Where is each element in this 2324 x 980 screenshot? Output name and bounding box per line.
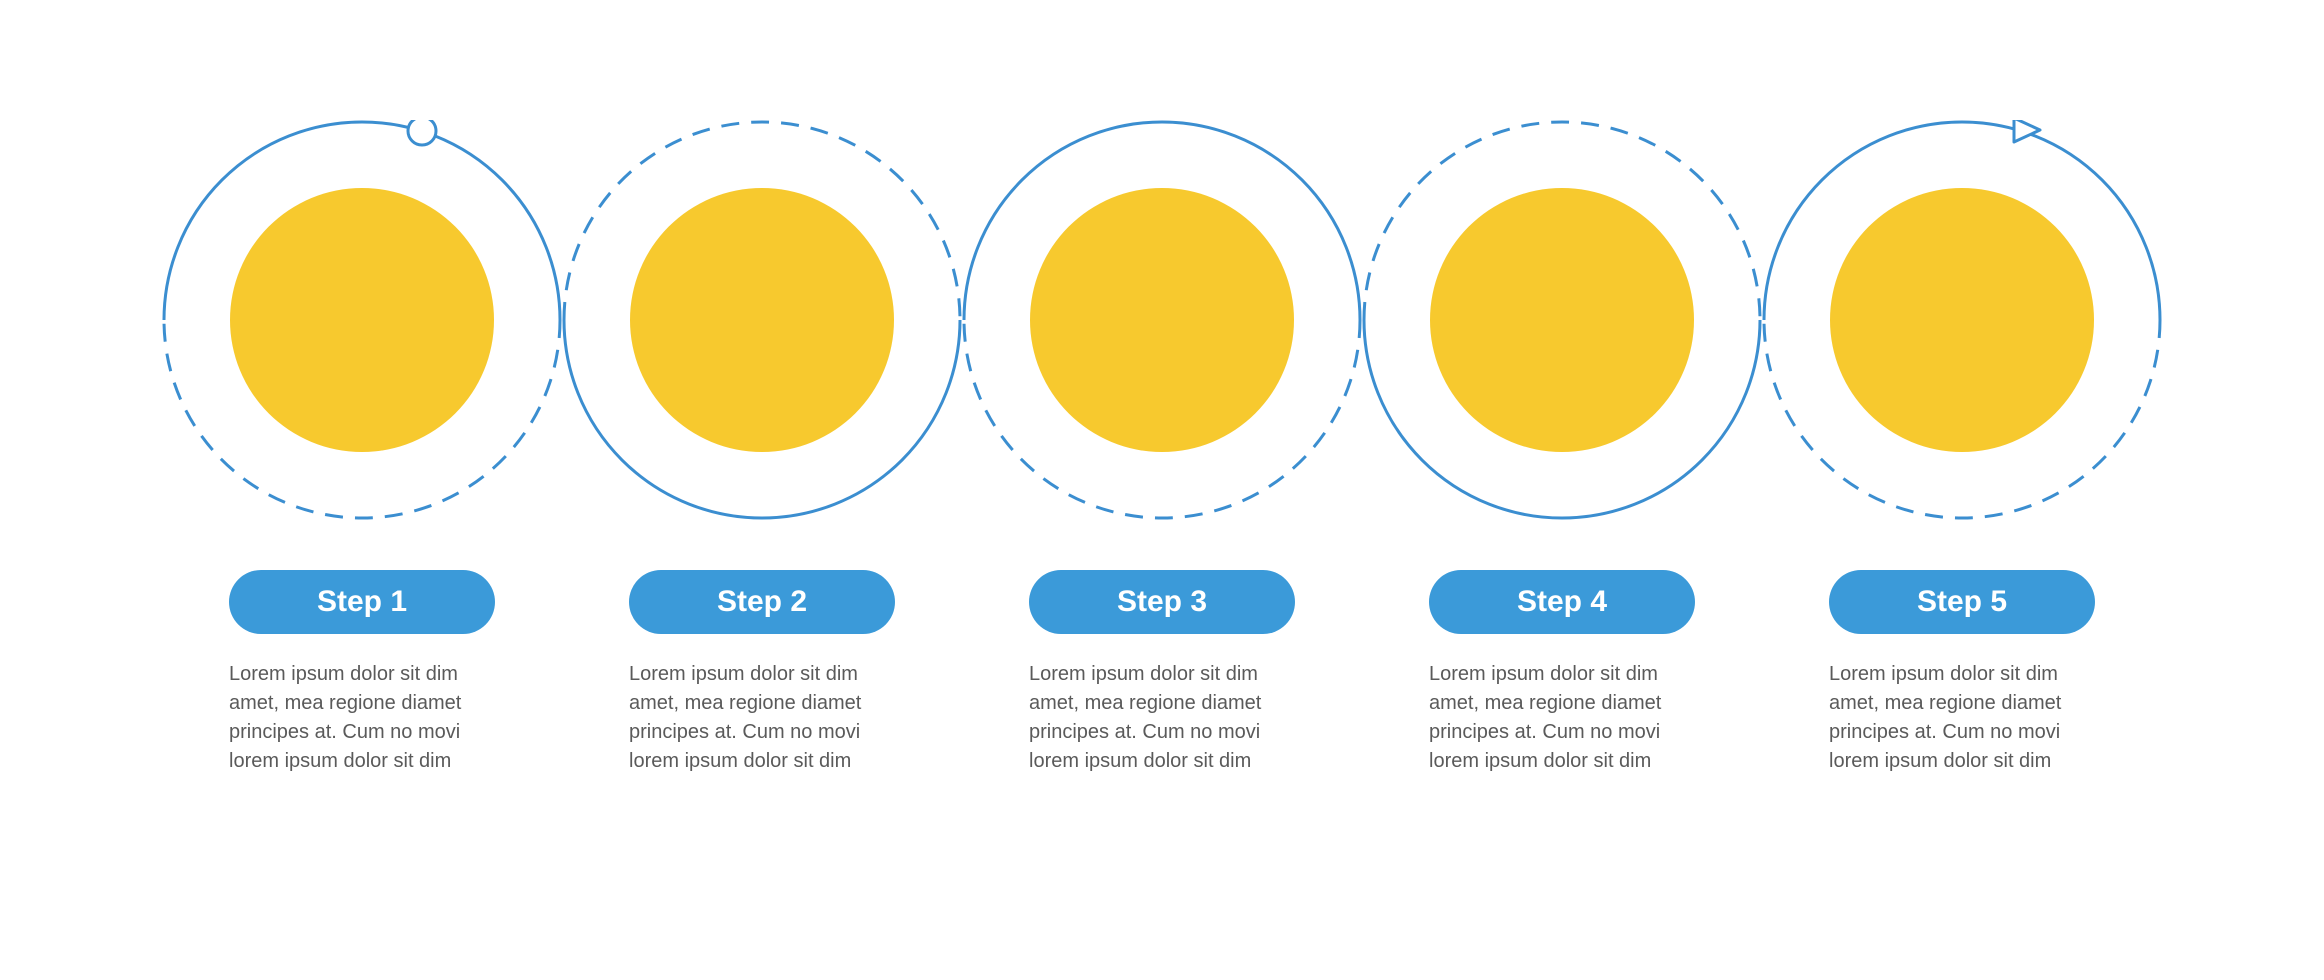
step-pill-label: Step 3 [1117, 585, 1207, 619]
step-pill-4: Step 4 [1429, 570, 1695, 634]
step-desc-5: Lorem ipsum dolor sit dim amet, mea regi… [1829, 660, 2095, 776]
step-circle-3 [962, 120, 1362, 520]
step-circle-svg-2 [562, 120, 962, 520]
step-pill-label: Step 4 [1517, 585, 1607, 619]
step-circle-svg-5 [1762, 120, 2162, 520]
step-desc-3: Lorem ipsum dolor sit dim amet, mea regi… [1029, 660, 1295, 776]
inner-circle [230, 188, 494, 452]
step-circle-5 [1762, 120, 2162, 520]
inner-circle [1830, 188, 2094, 452]
inner-circle [1430, 188, 1694, 452]
step-circle-4 [1362, 120, 1762, 520]
step-desc-4: Lorem ipsum dolor sit dim amet, mea regi… [1429, 660, 1695, 776]
start-marker-icon [408, 120, 436, 145]
step-pill-5: Step 5 [1829, 570, 2095, 634]
pills-row: Step 1 Step 2 Step 3 Step 4 Step 5 [0, 570, 2324, 634]
infographic-stage: Step 1 Step 2 Step 3 Step 4 Step 5 Lorem… [0, 0, 2324, 980]
step-pill-label: Step 1 [317, 585, 407, 619]
step-circle-svg-4 [1362, 120, 1762, 520]
step-pill-label: Step 2 [717, 585, 807, 619]
inner-circle [630, 188, 894, 452]
step-circle-2 [562, 120, 962, 520]
descriptions-row: Lorem ipsum dolor sit dim amet, mea regi… [0, 660, 2324, 776]
step-circle-1 [162, 120, 562, 520]
step-circle-svg-3 [962, 120, 1362, 520]
circles-row [0, 120, 2324, 520]
step-pill-2: Step 2 [629, 570, 895, 634]
inner-circle [1030, 188, 1294, 452]
step-desc-2: Lorem ipsum dolor sit dim amet, mea regi… [629, 660, 895, 776]
step-circle-svg-1 [162, 120, 562, 520]
step-pill-1: Step 1 [229, 570, 495, 634]
end-marker-icon [2014, 120, 2040, 142]
step-pill-3: Step 3 [1029, 570, 1295, 634]
step-pill-label: Step 5 [1917, 585, 2007, 619]
step-desc-1: Lorem ipsum dolor sit dim amet, mea regi… [229, 660, 495, 776]
